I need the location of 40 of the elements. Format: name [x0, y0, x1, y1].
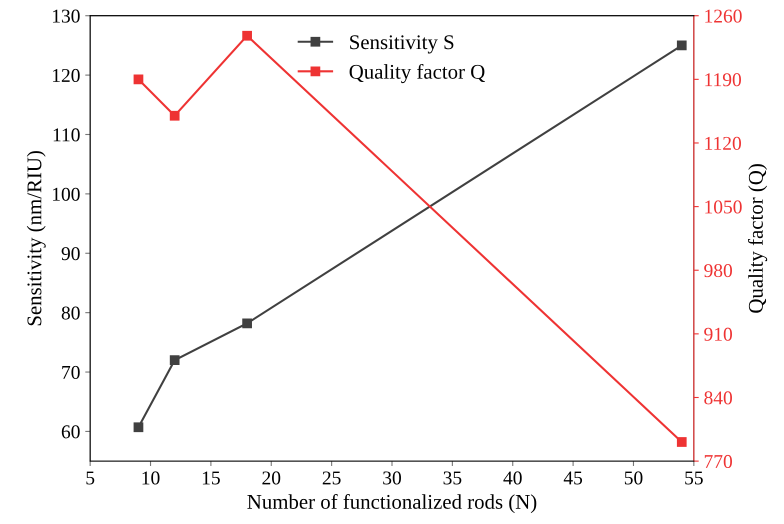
y-tick-label: 120: [52, 68, 80, 82]
y-tick-label: 60: [62, 425, 80, 438]
x-axis-title: Number of functionalized rods (N): [247, 494, 536, 514]
legend-label: Sensitivity S: [350, 35, 454, 54]
x-tick-label: 30: [383, 471, 401, 485]
y-tick-label: 110: [54, 128, 80, 142]
y2-tick-label: 980: [704, 264, 732, 278]
x-tick-label: 5: [86, 472, 94, 485]
y-tick-label: 90: [62, 247, 80, 260]
point: [134, 74, 144, 84]
y2-tick-label: 840: [704, 391, 732, 404]
y2-tick-label: 1190: [705, 73, 741, 86]
x-tick-label: 35: [444, 471, 462, 485]
point: [170, 110, 180, 121]
x-tick-label: 50: [624, 471, 642, 485]
x-tick-label: 10: [142, 471, 160, 485]
point: [242, 318, 252, 328]
y2-tick-label: 1050: [705, 200, 742, 214]
x-tick-label: 15: [202, 472, 220, 485]
x-tick-label: 55: [685, 472, 703, 485]
point: [242, 30, 252, 41]
point: [134, 422, 144, 432]
y2-axis-title: Quality factor (Q): [748, 164, 768, 313]
y2-tick-label: 770: [704, 454, 732, 468]
y-tick-label: 100: [52, 188, 80, 201]
x-tick-label: 45: [564, 472, 582, 485]
point: [170, 355, 180, 366]
y-tick-label: 70: [62, 366, 80, 379]
y2-tick-label: 910: [704, 328, 732, 341]
x-tick-label: 25: [322, 471, 341, 485]
y-axis-title: Sensitivity (nm/RIU): [26, 151, 46, 326]
x-tick-label: 20: [262, 471, 280, 485]
y2-tick-label: 1260: [705, 10, 742, 23]
x-tick-label: 40: [503, 471, 522, 485]
point: [676, 437, 687, 447]
legend-label: Quality factor Q: [350, 64, 485, 84]
point: [676, 40, 687, 50]
y-tick-label: 130: [52, 10, 80, 23]
y2-tick-label: 1120: [705, 136, 741, 150]
y-tick-label: 80: [62, 306, 80, 320]
